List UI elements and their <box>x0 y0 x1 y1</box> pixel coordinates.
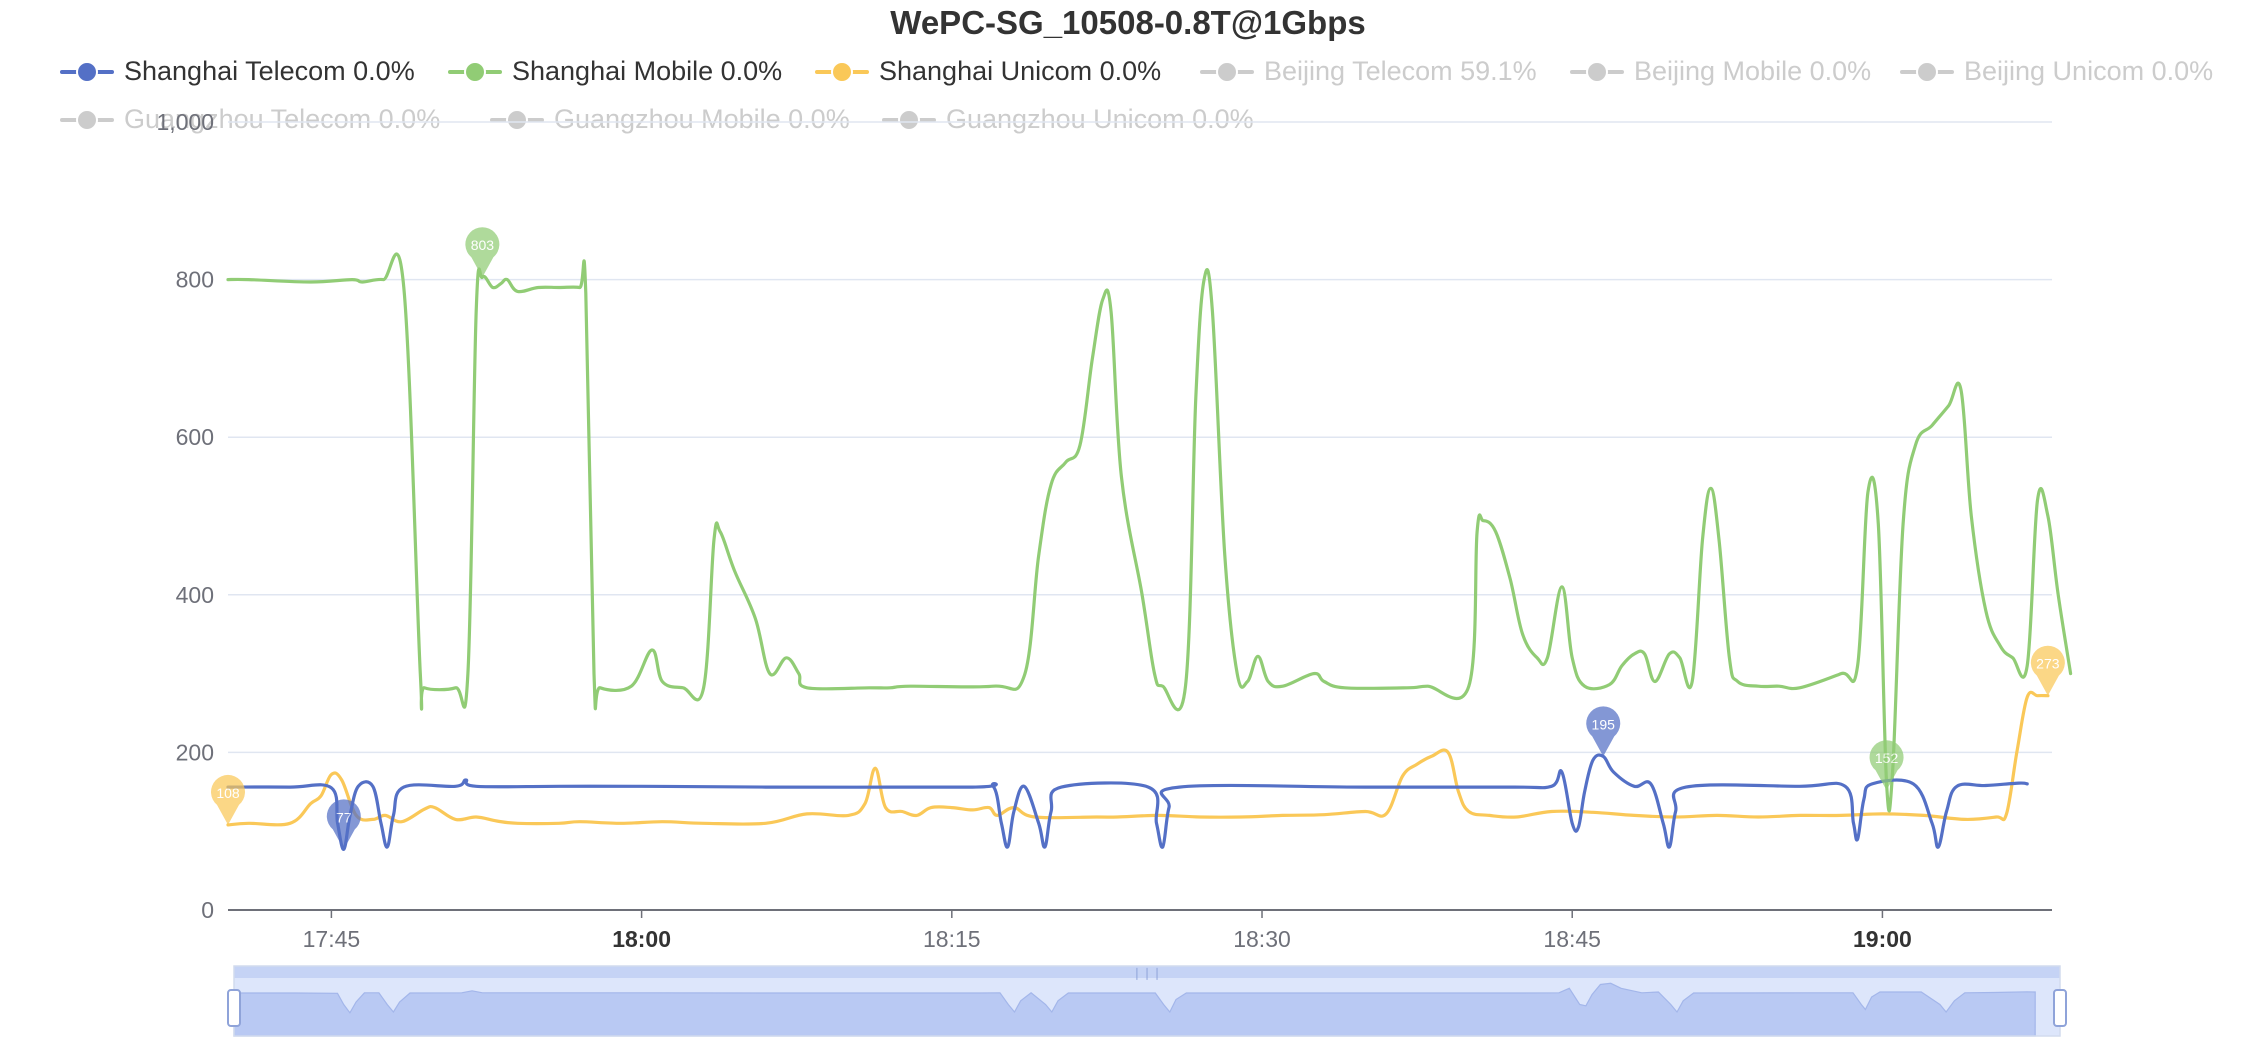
x-tick-label: 19:00 <box>1853 926 1912 952</box>
x-tick-label: 18:30 <box>1233 926 1291 952</box>
legend-label: Beijing Unicom 0.0% <box>1964 56 2214 86</box>
x-tick-label: 18:00 <box>612 926 671 952</box>
zoom-thumbnail <box>233 982 2036 1037</box>
legend-marker-icon <box>1570 60 1624 83</box>
y-tick-label: 1,000 <box>156 109 214 135</box>
legend-item[interactable]: Beijing Mobile 0.0% <box>1570 56 1871 87</box>
legend-item[interactable]: Beijing Telecom 59.1% <box>1200 56 1537 87</box>
y-tick-label: 400 <box>176 582 214 608</box>
legend-label: Guangzhou Telecom 0.0% <box>124 104 441 134</box>
legend-item[interactable]: Shanghai Mobile 0.0% <box>448 56 782 87</box>
annotation-markers: 77 195 803 152 108 273 <box>211 227 2065 850</box>
y-tick-label: 0 <box>201 897 214 923</box>
legend-marker-icon <box>448 60 502 83</box>
markpoint-label: 803 <box>471 237 495 253</box>
legend-label: Guangzhou Unicom 0.0% <box>946 104 1254 134</box>
markpoint-label: 195 <box>1592 716 1616 732</box>
legend-item[interactable]: Beijing Unicom 0.0% <box>1900 56 2213 87</box>
x-tick-label: 17:45 <box>303 926 361 952</box>
legend-item[interactable]: Guangzhou Mobile 0.0% <box>490 104 850 135</box>
legend-label: Beijing Mobile 0.0% <box>1634 56 1872 86</box>
markpoint-label: 273 <box>2036 656 2060 672</box>
markpoint-shape <box>465 227 500 278</box>
legend-marker-icon <box>882 108 936 131</box>
markpoint-label: 152 <box>1875 750 1899 766</box>
series-line[interactable] <box>226 753 2029 851</box>
zoom-grip-icon: ❘❘❘ <box>1132 966 1162 980</box>
axes: 0 200 400 600 800 1,000 17:45 18:00 18:15 18:30 18… <box>156 109 1911 952</box>
legend-marker-icon <box>60 60 114 83</box>
series-lines <box>226 252 2073 851</box>
x-tick-label: 18:45 <box>1543 926 1601 952</box>
x-tick-label: 18:15 <box>923 926 981 952</box>
markpoint-shape <box>1869 740 1904 791</box>
legend-marker-icon <box>1200 60 1254 83</box>
markpoint-shape <box>211 774 245 825</box>
markpoint-pin[interactable]: 108 <box>211 774 245 825</box>
zoom-move-bar[interactable] <box>234 966 2060 978</box>
y-tick-label: 800 <box>176 267 214 293</box>
data-zoom-slider[interactable]: ❘❘❘ <box>227 965 2067 1037</box>
legend-marker-icon <box>60 108 114 131</box>
legend-marker-icon <box>815 60 869 83</box>
markpoint-label: 77 <box>336 809 352 825</box>
legend-item[interactable]: Guangzhou Telecom 0.0% <box>60 104 440 135</box>
markpoint-pin[interactable]: 803 <box>465 227 500 278</box>
legend-label: Shanghai Telecom 0.0% <box>124 56 415 86</box>
chart-title: WePC-SG_10508-0.8T@1Gbps <box>890 4 1366 41</box>
legend-marker-icon <box>1900 60 1954 83</box>
y-tick-label: 200 <box>176 739 214 765</box>
markpoint-shape <box>326 799 361 850</box>
markpoint-pin[interactable]: 273 <box>2030 645 2065 696</box>
markpoint-pin[interactable]: 77 <box>326 799 361 850</box>
legend-item[interactable]: Shanghai Telecom 0.0% <box>60 56 415 87</box>
legend-label: Shanghai Unicom 0.0% <box>879 56 1162 86</box>
markpoint-shape <box>2030 645 2065 696</box>
markpoint-pin[interactable]: 152 <box>1869 740 1904 791</box>
legend-label: Beijing Telecom 59.1% <box>1264 56 1537 86</box>
legend-marker-icon <box>490 108 544 131</box>
zoom-handle-right[interactable] <box>2053 989 2067 1027</box>
y-tick-label: 600 <box>176 424 214 450</box>
legend-item[interactable]: Guangzhou Unicom 0.0% <box>882 104 1254 135</box>
legend-item[interactable]: Shanghai Unicom 0.0% <box>815 56 1161 87</box>
grid-lines <box>228 121 2052 911</box>
markpoint-pin[interactable]: 195 <box>1586 706 1621 757</box>
legend-label: Shanghai Mobile 0.0% <box>512 56 783 86</box>
legend-label: Guangzhou Mobile 0.0% <box>554 104 850 134</box>
markpoint-label: 108 <box>216 785 240 801</box>
series-line[interactable] <box>226 690 2050 827</box>
series-line[interactable] <box>226 252 2073 813</box>
zoom-handle-left[interactable] <box>227 989 241 1027</box>
markpoint-shape <box>1586 706 1621 757</box>
